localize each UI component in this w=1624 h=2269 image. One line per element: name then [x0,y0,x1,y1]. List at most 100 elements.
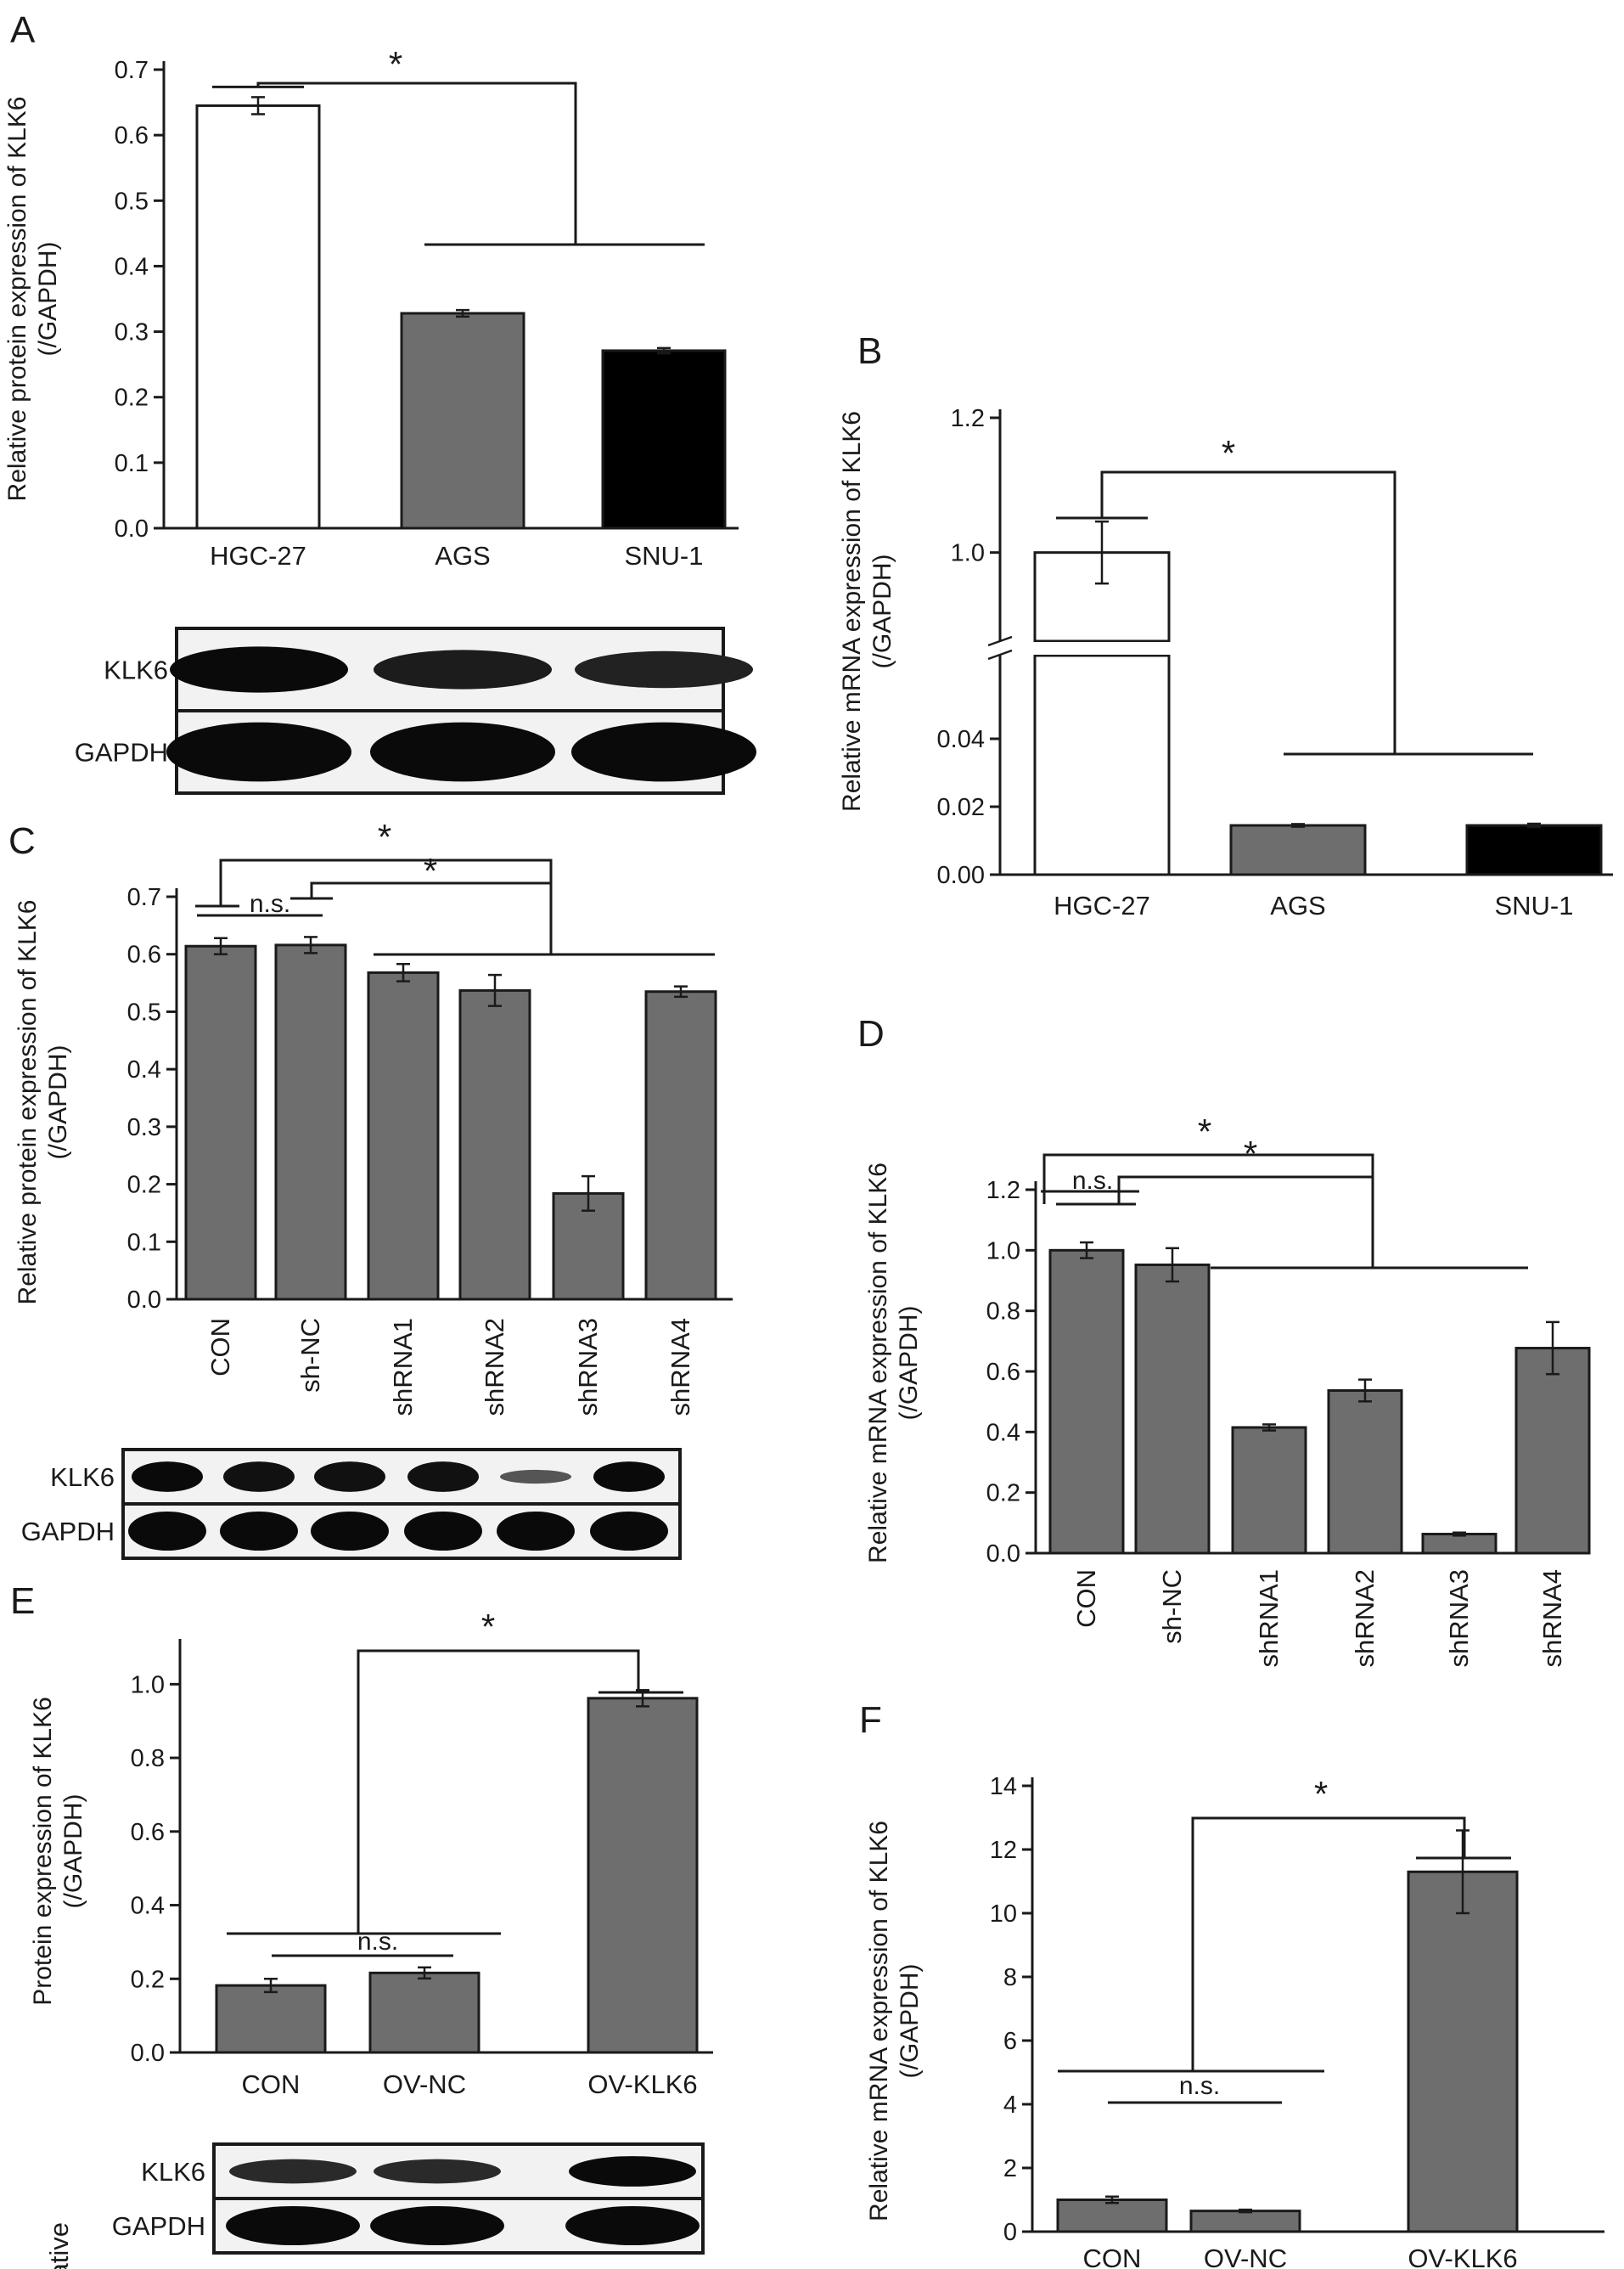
y-axis-label-line: Relative mRNA expression of KLK6 [864,1163,892,1563]
sig-bracket-D-con [1042,1153,1374,1268]
sig-bracket-D-shnc [1117,1175,1373,1204]
y-tick-label-E: 0.2 [131,1966,165,1993]
panel-label-D: D [857,1013,885,1055]
blot-band-gapdh-A [166,722,351,782]
sig-star-D-2: * [1244,1134,1257,1174]
y-axis-label-A: Relative protein expression of KLK6 (/GAP… [3,97,62,502]
y-tick-label-F: 8 [1003,1964,1017,1991]
bar-E-CON [215,1984,327,2054]
blot-band-klk6-C [593,1461,665,1492]
blot-band-gapdh-A [370,722,555,782]
blot-band-klk6-A [575,650,753,689]
category-label-D: shRNA1 [1254,1569,1284,1667]
y-axis-label-D: Relative mRNA expression of KLK6 (/GAPDH) [864,1163,923,1563]
blot-band-gapdh-C [497,1511,575,1551]
category-label-D: CON [1071,1569,1101,1628]
y-axis-label-line: Relative protein expression of KLK6 [3,97,31,502]
bar-B-break-gap [1033,642,1171,655]
blot-band-klk6-C [314,1461,385,1492]
bar-C-CON [184,944,257,1301]
sig-ns-E: n.s. [357,1928,398,1956]
y-tick-label-D: 1.2 [986,1177,1020,1204]
category-label-A: AGS [435,541,490,571]
blot-band-gapdh-C [404,1511,482,1551]
blot-row-label-E: KLK6 [141,2157,205,2187]
category-label-E: CON [242,2069,301,2099]
bar-F-OV-KLK6 [1407,1870,1519,2233]
category-label-C: shRNA3 [573,1318,603,1416]
y-tick-label-D: 0.2 [986,1480,1020,1507]
y-axis-label-E: Protein expression of KLK6 (/GAPDH) [29,1697,87,2006]
y-tick-label-A: 0.1 [115,450,149,477]
y-tick-label-F: 6 [1003,2028,1017,2055]
category-label-C: shRNA4 [666,1318,695,1416]
bar-B-HGC-27-lower [1033,654,1171,876]
category-label-C: CON [205,1318,235,1377]
bar-F-OV-NC [1189,2210,1301,2233]
category-label-E: OV-KLK6 [587,2069,697,2099]
sig-bracket-B [1100,470,1396,754]
y-axis-label-line: (/GAPDH) [895,1306,923,1421]
blot-band-gapdh-E [226,2205,360,2246]
bar-F-CON [1056,2199,1168,2233]
blot-band-gapdh-E [370,2205,504,2246]
category-label-B: HGC-27 [1054,891,1150,921]
category-label-D: shRNA4 [1537,1569,1567,1667]
category-label-C: sh-NC [295,1318,325,1393]
y-tick-label-D: 0.6 [986,1359,1020,1386]
y-tick-label-D: 1.0 [986,1237,1020,1264]
y-tick-label-D: 0.0 [986,1540,1020,1568]
sig-bracket-C-con [219,859,553,954]
y-tick-label-E: 0.0 [131,2040,165,2067]
panel-label-A: A [10,9,36,51]
panel-label-F: F [859,1699,882,1741]
panel-label-E: E [10,1580,35,1622]
y-tick-label-C: 0.7 [127,884,161,911]
y-tick-label-D: 0.8 [986,1298,1020,1326]
y-tick-label-A: 0.6 [115,122,149,149]
bar-C-shRNA4 [644,990,717,1301]
bar-C-shRNA2 [458,988,531,1301]
y-tick-label-C: 0.1 [127,1229,161,1256]
category-label-D: shRNA2 [1350,1569,1380,1667]
blot-band-klk6-C [407,1461,479,1492]
sig-star-C-1: * [378,817,391,857]
y-axis-label-B: Relative mRNA expression of KLK6 (/GAPDH) [838,411,896,812]
y-tick-label-F: 4 [1003,2092,1017,2119]
y-tick-label-A: 0.3 [115,319,149,346]
y-tick-label-E: 0.8 [131,1745,165,1772]
blot-band-klk6-C [223,1461,295,1492]
category-label-A: HGC-27 [210,541,306,571]
category-label-F: OV-NC [1204,2244,1287,2269]
y-tick-label-B: 1.0 [951,540,985,567]
blot-band-gapdh-C [220,1511,298,1551]
bar-B-AGS [1229,824,1367,876]
sig-star-C-2: * [424,851,437,891]
y-tick-label-D: 0.4 [986,1419,1020,1446]
y-tick-label-A: 0.2 [115,385,149,412]
sig-ns-D: n.s. [1072,1167,1113,1195]
category-label-C: shRNA1 [388,1318,418,1416]
bar-B-HGC-27-upper [1033,551,1171,643]
sig-star-E: * [481,1607,495,1647]
sig-star-D-1: * [1198,1112,1211,1151]
sig-bracket-E [357,1649,640,1934]
sig-star-F: * [1314,1774,1328,1814]
y-tick-label-A: 0.0 [115,515,149,543]
blot-band-klk6-E [229,2159,357,2184]
y-tick-label-A: 0.7 [115,57,149,84]
y-tick-label-E: 0.4 [131,1893,165,1920]
y-tick-label-A: 0.4 [115,253,149,280]
category-label-F: OV-KLK6 [1408,2244,1517,2269]
blot-band-gapdh-E [565,2205,700,2246]
bar-A-HGC-27 [195,104,321,530]
bar-A-SNU-1 [601,349,727,530]
y-tick-label-E: 0.6 [131,1819,165,1846]
y-axis-label-line: (/GAPDH) [44,1045,72,1160]
blot-row-label-A: KLK6 [104,656,168,685]
y-axis-label-line: (/GAPDH) [34,242,62,357]
y-tick-label-B: 1.2 [951,405,985,432]
blot-row-label-C: GAPDH [21,1517,115,1546]
blot-band-klk6-E [569,2156,696,2187]
